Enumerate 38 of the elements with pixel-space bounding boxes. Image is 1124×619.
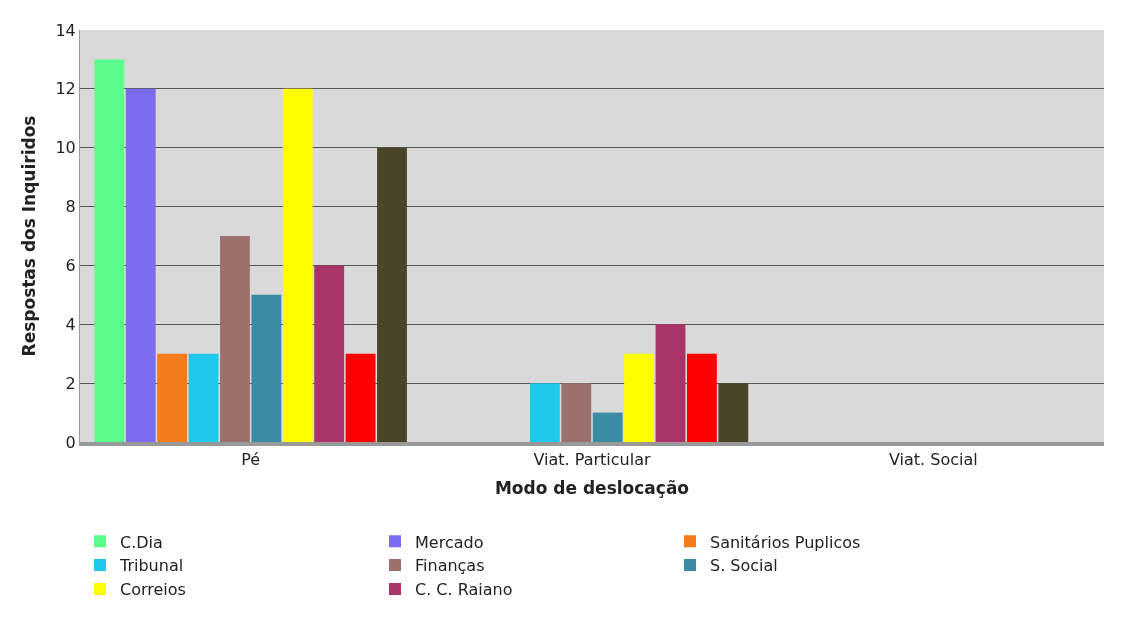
- bar: [655, 324, 686, 442]
- bar: [592, 412, 623, 442]
- y-tick-label: 2: [65, 373, 76, 393]
- bar: [345, 353, 376, 442]
- bar: [94, 59, 125, 442]
- legend-label: C. C. Raiano: [415, 580, 513, 600]
- legend-label: Mercado: [415, 532, 484, 552]
- bar: [624, 353, 655, 442]
- bar: [157, 353, 188, 442]
- legend-label: Tribunal: [119, 556, 184, 576]
- legend-label: S. Social: [710, 556, 778, 576]
- bar: [220, 236, 250, 442]
- x-tick-label: Pé: [241, 450, 261, 470]
- bar: [314, 265, 345, 442]
- legend-label: Correios: [120, 580, 186, 600]
- bar: [282, 88, 313, 442]
- bar: [188, 353, 219, 442]
- bar: [686, 353, 717, 442]
- y-tick-label: 8: [65, 197, 76, 217]
- y-axis-title: Respostas dos Inquiridos: [18, 115, 39, 357]
- y-tick-label: 14: [55, 20, 76, 40]
- y-tick-label: 10: [55, 138, 76, 158]
- bar: [718, 383, 749, 442]
- bar: [377, 147, 407, 442]
- y-tick-label: 12: [55, 79, 76, 99]
- bar: [251, 294, 282, 442]
- x-tick-label: Viat. Social: [888, 450, 978, 470]
- y-tick-label: 4: [65, 314, 76, 334]
- y-tick-label: 6: [65, 256, 76, 276]
- bar: [561, 383, 592, 442]
- x-tick-label: Viat. Particular: [533, 450, 651, 470]
- legend-label: C.Dia: [120, 532, 163, 552]
- x-axis-title: Modo de deslocação: [494, 478, 690, 499]
- legend-label: Finanças: [415, 556, 485, 576]
- y-tick-label: 0: [65, 432, 76, 452]
- legend-label: Sanitários Puplicos: [710, 532, 861, 552]
- bar: [529, 383, 560, 442]
- bar: [125, 88, 156, 442]
